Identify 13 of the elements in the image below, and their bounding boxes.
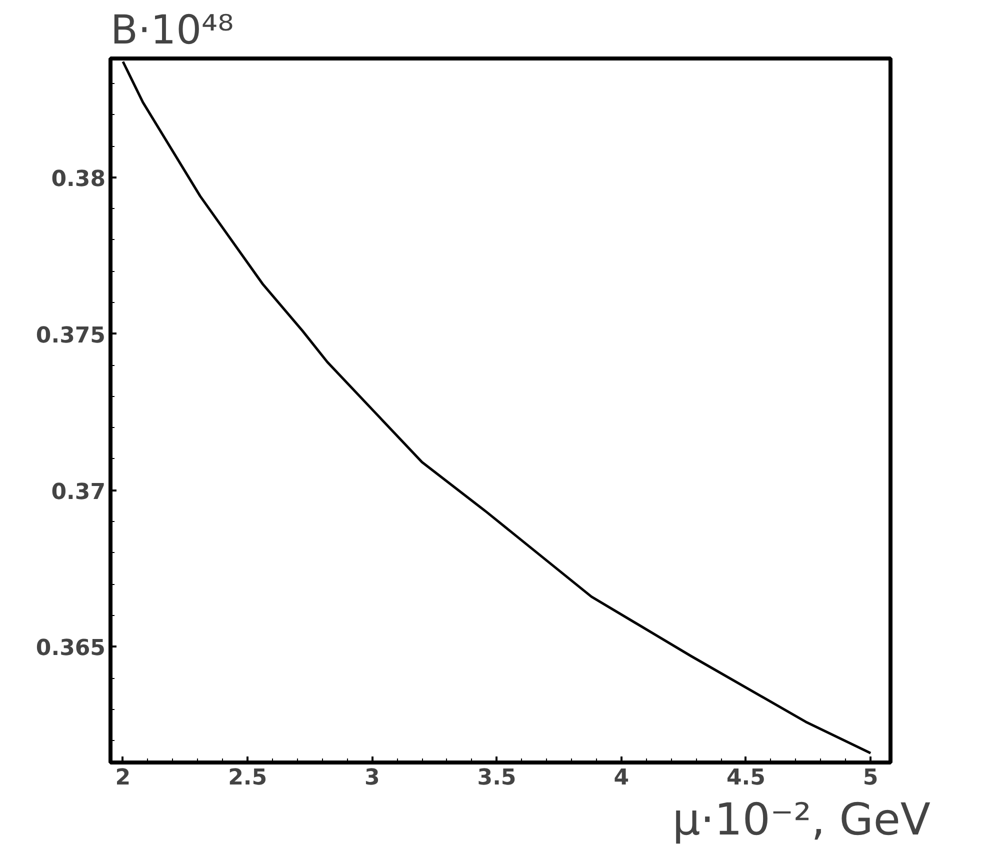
x-tick-label: 4.5 <box>726 766 766 790</box>
x-tick-label: 4 <box>614 766 630 790</box>
y-tick-label: 0.375 <box>36 323 106 348</box>
x-axis-title: μ·10⁻², GeV <box>672 794 931 846</box>
x-tick-label: 2 <box>115 766 131 790</box>
y-tick-label: 0.38 <box>51 166 106 192</box>
x-tick-label: 3 <box>364 766 380 790</box>
y-tick-label: 0.37 <box>51 480 106 505</box>
x-tick-label: 5 <box>862 766 878 790</box>
x-tick-label: 2.5 <box>228 766 268 790</box>
x-tick-label: 3.5 <box>477 766 516 790</box>
y-tick-label: 0.365 <box>36 636 106 662</box>
chart-title: B·10⁴⁸ <box>110 8 234 54</box>
